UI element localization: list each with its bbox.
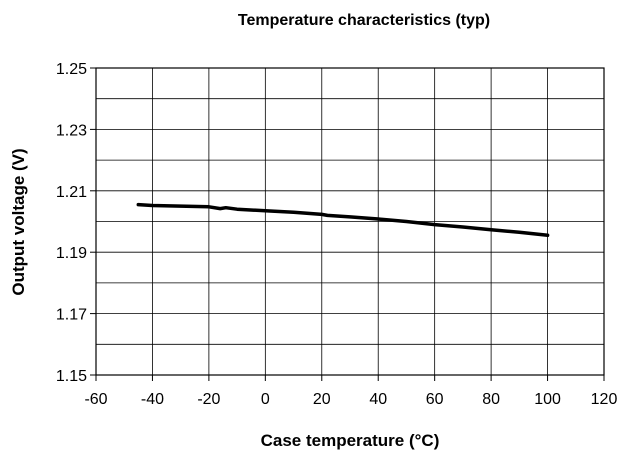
x-tick-label: 80 [482,391,500,408]
axis-ticks [90,67,605,381]
series-line [136,202,550,238]
data-series [136,202,550,238]
grid-lines [96,68,604,375]
y-axis-label: Output voltage (V) [9,148,28,295]
chart-title: Temperature characteristics (typ) [238,12,490,29]
y-tick-label: 1.19 [56,245,87,262]
y-tick-label: 1.17 [56,307,87,324]
y-tick-label: 1.23 [56,122,87,139]
x-tick-label: -40 [141,391,164,408]
y-tick-label: 1.25 [56,61,87,78]
x-tick-label: -20 [197,391,220,408]
x-tick-label: 100 [534,391,561,408]
x-tick-label: -60 [84,391,107,408]
x-tick-label: 0 [261,391,270,408]
x-tick-label: 60 [426,391,444,408]
y-tick-label: 1.21 [56,184,87,201]
plot-area-border [95,67,605,376]
x-tick-label: 120 [591,391,618,408]
x-tick-label: 40 [369,391,387,408]
y-tick-labels: 1.15 1.17 1.19 1.21 1.23 1.25 [56,61,87,385]
x-axis-label: Case temperature (°C) [261,431,440,450]
y-tick-label: 1.15 [56,368,87,385]
x-tick-labels: -60 -40 -20 0 20 40 60 80 100 120 [84,391,617,408]
x-tick-label: 20 [313,391,331,408]
